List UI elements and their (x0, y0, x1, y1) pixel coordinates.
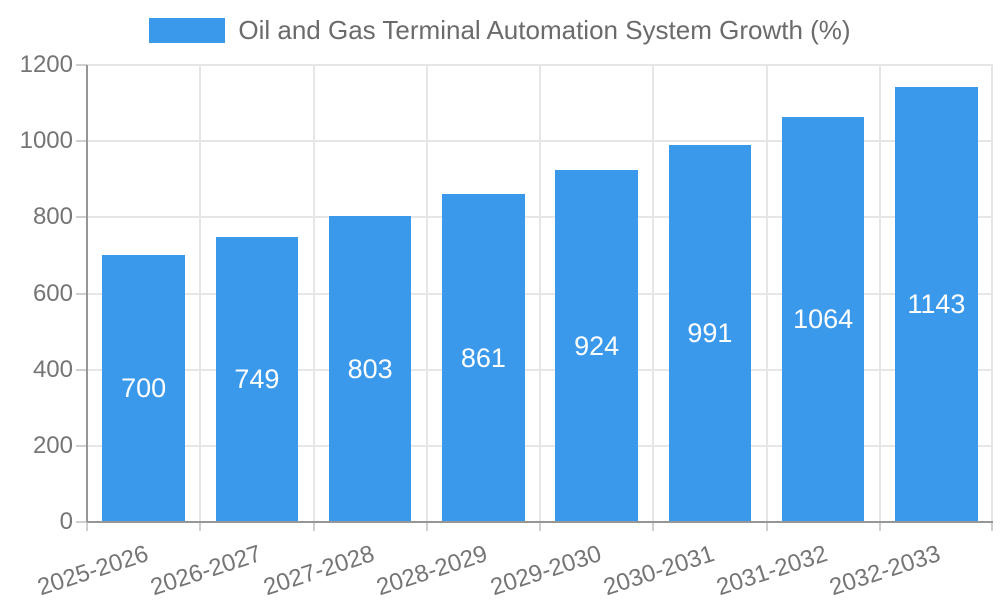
bar-value-label: 749 (234, 363, 280, 394)
y-axis-tick-label: 600 (32, 279, 73, 307)
x-grid-line (199, 65, 202, 522)
bar-value-label: 1143 (907, 288, 966, 319)
bar: 700 (102, 255, 185, 522)
x-grid-line (991, 65, 993, 522)
bar-value-label: 700 (121, 373, 167, 404)
x-grid-line (765, 65, 768, 522)
y-tick-mark (76, 216, 87, 219)
x-axis-line (87, 521, 993, 523)
x-grid-line (312, 65, 315, 522)
bar: 1143 (895, 86, 978, 522)
bar-value-label: 991 (687, 317, 733, 348)
x-grid-line (878, 65, 881, 522)
bar-value-label: 924 (574, 330, 620, 361)
x-tick-mark (86, 522, 88, 531)
y-tick-mark (76, 140, 87, 143)
y-axis-tick-label: 400 (32, 355, 73, 383)
bar: 861 (442, 194, 525, 522)
x-grid-line (539, 65, 541, 522)
bar: 1064 (781, 116, 865, 522)
legend-color-swatch (149, 18, 226, 44)
bar-value-label: 803 (347, 353, 393, 384)
y-tick-mark (76, 368, 87, 371)
x-grid-line (652, 65, 655, 522)
bar-value-label: 861 (460, 342, 506, 373)
y-axis-tick-label: 1000 (19, 127, 73, 155)
x-tick-mark (425, 522, 428, 531)
bar-value-label: 1064 (793, 303, 854, 334)
bar: 924 (555, 170, 638, 522)
y-axis-tick-label: 800 (32, 203, 73, 231)
y-tick-mark (76, 444, 87, 447)
y-tick-mark (76, 64, 87, 66)
x-tick-mark (539, 522, 541, 531)
plot-area: 0 200 400 600 800 1000 1200 700 2025-2026 749 2026… (20, 53, 993, 600)
legend-label: Oil and Gas Terminal Automation System G… (238, 15, 851, 45)
x-tick-mark (652, 522, 655, 531)
y-axis-line (86, 65, 88, 522)
x-grid-line (425, 65, 428, 522)
bar: 749 (215, 236, 299, 522)
x-tick-mark (199, 522, 202, 531)
x-tick-mark (312, 522, 315, 531)
legend-item[interactable]: Oil and Gas Terminal Automation System G… (149, 15, 851, 46)
x-tick-mark (765, 522, 768, 531)
y-axis-tick-label: 0 (59, 508, 73, 535)
x-tick-mark (991, 522, 993, 531)
bar: 991 (668, 144, 752, 522)
y-axis-tick-label: 200 (32, 431, 73, 459)
y-tick-mark (76, 521, 87, 523)
chart-legend: Oil and Gas Terminal Automation System G… (0, 15, 1000, 46)
x-tick-mark (878, 522, 881, 531)
y-tick-mark (76, 292, 87, 295)
bar: 803 (328, 216, 412, 522)
y-axis-tick-label: 1200 (19, 51, 73, 78)
